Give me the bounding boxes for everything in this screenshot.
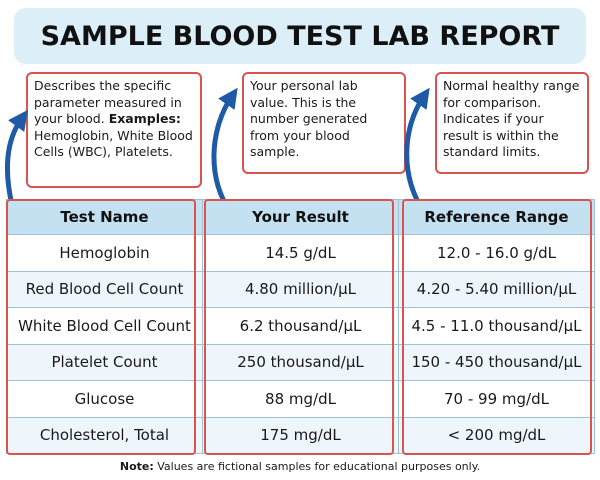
footnote-label: Note:: [119, 460, 154, 473]
cell-reference-range: < 200 mg/dL: [398, 416, 595, 454]
footnote: Note: Values are fictional samples for e…: [0, 460, 600, 473]
callout-your-result-text: Your personal lab value. This is the num…: [250, 78, 368, 159]
cell-test-name: Hemoglobin: [6, 234, 203, 272]
table-row: Hemoglobin 14.5 g/dL 12.0 - 16.0 g/dL: [6, 234, 595, 272]
cell-reference-range: 4.20 - 5.40 million/µL: [398, 270, 595, 308]
table-row: Glucose 88 mg/dL 70 - 99 mg/dL: [6, 380, 595, 418]
callout-test-name: Describes the specific parameter measure…: [26, 72, 202, 188]
cell-reference-range: 12.0 - 16.0 g/dL: [398, 234, 595, 272]
table-row: White Blood Cell Count 6.2 thousand/µL 4…: [6, 307, 595, 345]
cell-test-name: Platelet Count: [6, 343, 203, 381]
cell-reference-range: 70 - 99 mg/dL: [398, 380, 595, 418]
cell-your-result: 250 thousand/µL: [202, 343, 399, 381]
callout-examples-label: Examples:: [108, 111, 181, 126]
header-test-name: Test Name: [6, 199, 203, 235]
callout-your-result: Your personal lab value. This is the num…: [242, 72, 406, 174]
arrow-reference-range-icon: [404, 87, 430, 215]
title-banner: SAMPLE BLOOD TEST LAB REPORT: [14, 8, 586, 64]
cell-test-name: Glucose: [6, 380, 203, 418]
table-row: Platelet Count 250 thousand/µL 150 - 450…: [6, 343, 595, 381]
cell-your-result: 6.2 thousand/µL: [202, 307, 399, 345]
cell-test-name: Cholesterol, Total: [6, 416, 203, 454]
cell-reference-range: 150 - 450 thousand/µL: [398, 343, 595, 381]
header-reference-range: Reference Range: [398, 199, 595, 235]
arrow-test-name-icon: [4, 109, 28, 208]
cell-your-result: 88 mg/dL: [202, 380, 399, 418]
arrow-your-result-icon: [211, 87, 238, 217]
cell-your-result: 4.80 million/µL: [202, 270, 399, 308]
cell-your-result: 14.5 g/dL: [202, 234, 399, 272]
cell-test-name: Red Blood Cell Count: [6, 270, 203, 308]
callout-examples-text: Hemoglobin, White Blood Cells (WBC), Pla…: [34, 127, 193, 160]
table-row: Cholesterol, Total 175 mg/dL < 200 mg/dL: [6, 416, 595, 454]
callout-reference-range-text: Normal healthy range for comparison. Ind…: [443, 78, 580, 159]
lab-results-table: Test Name Your Result Reference Range He…: [6, 199, 595, 454]
callout-reference-range: Normal healthy range for comparison. Ind…: [435, 72, 589, 174]
cell-test-name: White Blood Cell Count: [6, 307, 203, 345]
table-row: Red Blood Cell Count 4.80 million/µL 4.2…: [6, 270, 595, 308]
footnote-text: Values are fictional samples for educati…: [153, 460, 481, 473]
cell-your-result: 175 mg/dL: [202, 416, 399, 454]
cell-reference-range: 4.5 - 11.0 thousand/µL: [398, 307, 595, 345]
callout-test-name-text: Describes the specific parameter measure…: [34, 78, 182, 126]
header-your-result: Your Result: [202, 199, 399, 235]
page-title: SAMPLE BLOOD TEST LAB REPORT: [40, 20, 560, 52]
table-header-row: Test Name Your Result Reference Range: [6, 199, 595, 235]
